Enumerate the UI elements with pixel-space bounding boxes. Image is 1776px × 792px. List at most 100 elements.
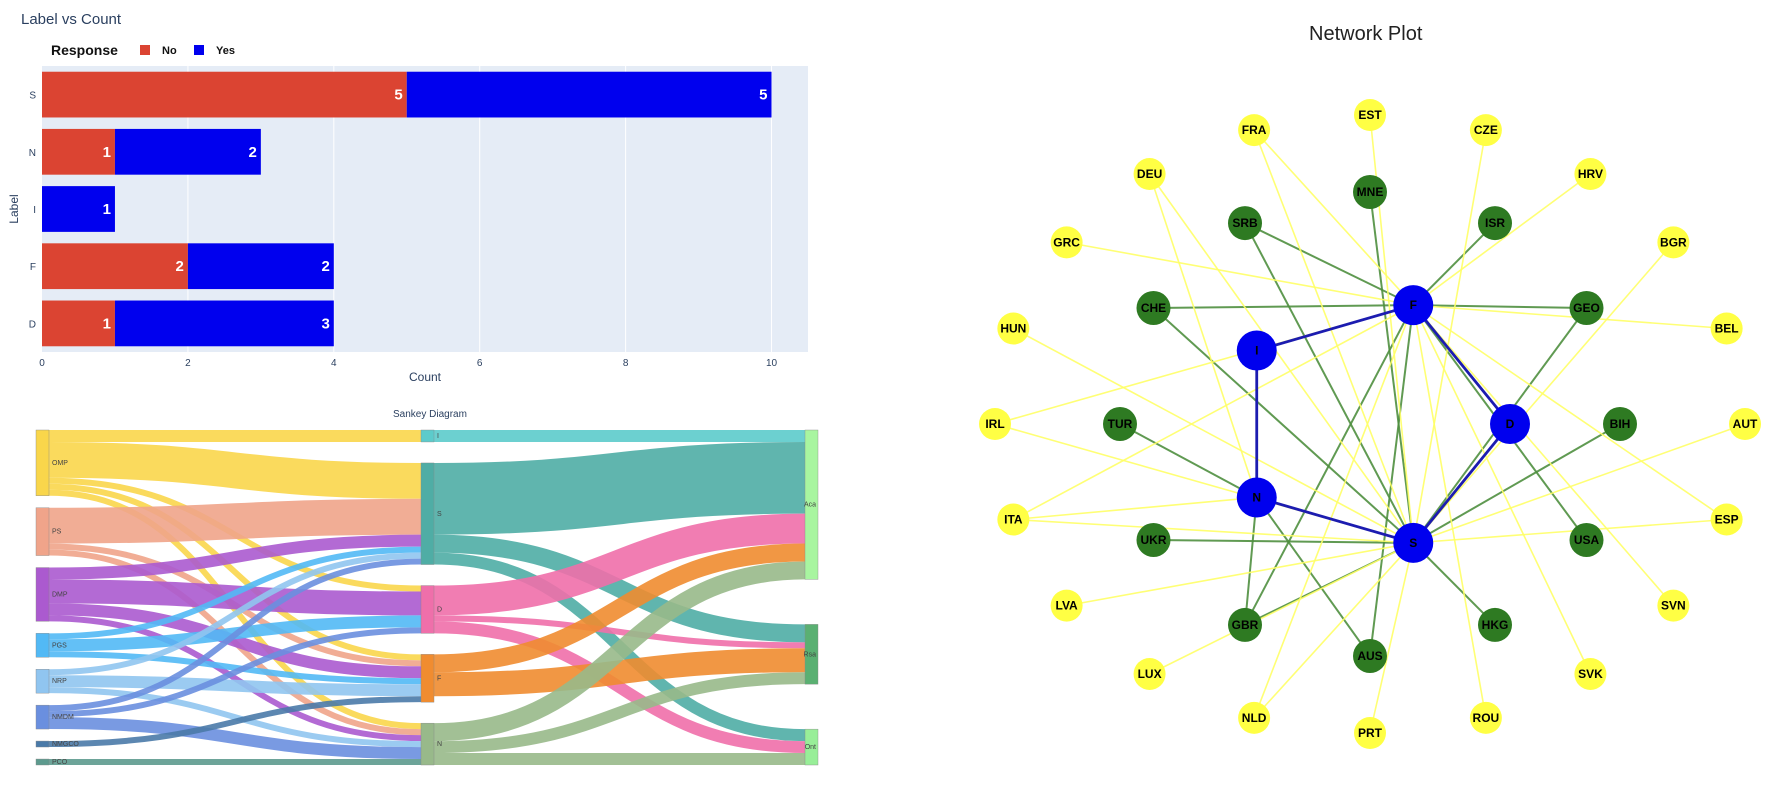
sankey-node <box>35 740 50 748</box>
network-edge <box>1413 304 1727 330</box>
bar-value-label: 2 <box>249 144 257 161</box>
bar-segment <box>114 128 261 175</box>
x-tick-label: 8 <box>623 358 629 369</box>
bar-segment <box>42 186 115 232</box>
sankey-link <box>433 621 806 754</box>
network-edge <box>1369 542 1415 734</box>
bar-segment <box>42 128 115 175</box>
sankey-link <box>48 558 422 712</box>
sankey-node-label: Rsa <box>804 651 817 658</box>
network-node <box>1469 701 1502 734</box>
sankey-node <box>35 704 50 730</box>
sankey-node-label: NRP <box>52 678 67 685</box>
network-node-label: BIH <box>1610 417 1631 431</box>
bar-value-label: 1 <box>103 144 111 161</box>
network-node <box>1603 407 1637 441</box>
sankey-node-label: OMP <box>52 460 68 467</box>
sankey-link <box>48 627 422 718</box>
network-node-label: ESP <box>1715 512 1739 526</box>
network-node-label: SVK <box>1578 667 1603 681</box>
sankey-chart: OMP PS DMP PGS NRP NMDM NMGCO PCO I S D F N Aca Rsa Ont <box>35 429 819 766</box>
sankey-link <box>433 648 806 697</box>
network-node <box>1569 523 1604 557</box>
x-tick-label: 6 <box>477 358 483 369</box>
network-edge <box>1148 173 1414 544</box>
bar-value-label: 2 <box>321 258 329 275</box>
network-node-label: IRL <box>985 417 1004 431</box>
sankey-link <box>48 489 422 730</box>
network-node-label: AUT <box>1733 417 1758 431</box>
x-tick-label: 4 <box>331 358 337 369</box>
bar-chart: 0 2 4 6 8 10 S 5 5 N 1 2 I 1 F 2 2 D 1 3 Count Label Response N… <box>7 42 808 384</box>
network-node-label: D <box>1506 417 1515 431</box>
network-edge <box>1244 304 1415 626</box>
network-node-label: N <box>1252 490 1261 504</box>
network-edge <box>1412 423 1746 544</box>
sankey-node <box>35 567 50 622</box>
x-axis-title: Count <box>409 370 442 384</box>
network-node-label: FRA <box>1242 123 1267 137</box>
network-node-label: HRV <box>1578 167 1603 181</box>
sankey-link <box>433 615 806 649</box>
network-node-label: S <box>1409 536 1417 550</box>
sankey-node <box>804 429 819 580</box>
sankey-link <box>48 717 422 760</box>
network-node <box>1657 226 1690 259</box>
bar-segment <box>114 300 334 347</box>
network-node <box>1478 206 1512 241</box>
network-node-label: HUN <box>1000 322 1026 336</box>
network-node <box>997 312 1030 345</box>
network-edge <box>1412 304 1487 719</box>
sankey-node <box>420 585 435 634</box>
network-node <box>1136 523 1171 557</box>
network-node <box>1393 522 1434 563</box>
sankey-link <box>48 552 422 676</box>
network-node-label: UKR <box>1140 533 1166 547</box>
sankey-node-label: N <box>437 741 442 748</box>
network-node <box>1236 330 1277 371</box>
sankey-node <box>35 669 50 694</box>
network-node-label: BGR <box>1660 235 1687 249</box>
sankey-chart-title: Sankey Diagram <box>393 409 467 420</box>
network-node-label: GEO <box>1573 301 1600 315</box>
network-node <box>1574 657 1607 690</box>
network-node <box>1569 291 1604 325</box>
network-node-label: TUR <box>1108 417 1133 431</box>
network-node <box>1228 607 1262 642</box>
network-edge <box>1412 129 1487 544</box>
bar-segment <box>42 300 115 347</box>
network-node <box>1574 158 1607 191</box>
bar-segment <box>406 71 772 118</box>
network-node-label: I <box>1255 344 1258 358</box>
sankey-link <box>433 534 806 643</box>
y-tick-label: I <box>33 205 36 216</box>
network-node <box>1354 99 1386 131</box>
network-node <box>1050 589 1083 622</box>
network-node <box>1353 175 1387 209</box>
network-edge <box>1244 222 1415 544</box>
network-edge <box>1412 304 1674 607</box>
sankey-link <box>48 651 422 685</box>
legend-label: No <box>162 45 177 57</box>
network-node-label: GRC <box>1053 235 1080 249</box>
network-node-label: SVN <box>1661 599 1686 613</box>
network-chart: EST CZE HRV BGR BEL AUT ESP SVN SVK ROU PRT NLD LUX L… <box>979 99 1761 749</box>
network-node-label: ITA <box>1004 512 1023 526</box>
bar-value-label: 1 <box>103 201 111 218</box>
sankey-link <box>48 615 422 742</box>
network-node <box>1393 285 1434 326</box>
sankey-node-label: Aca <box>804 502 816 509</box>
sankey-link <box>48 546 422 640</box>
network-edge <box>1369 304 1415 657</box>
sankey-node <box>35 507 50 556</box>
sankey-link <box>48 534 422 580</box>
legend-swatch <box>194 45 204 55</box>
network-edge <box>1066 241 1414 306</box>
network-node-label: SRB <box>1232 216 1258 230</box>
sankey-link <box>48 687 422 748</box>
bar-value-label: 5 <box>394 87 402 104</box>
sankey-node <box>420 722 435 766</box>
sankey-node <box>804 728 819 766</box>
network-edge <box>1153 539 1414 544</box>
network-node-label: CZE <box>1474 123 1498 137</box>
